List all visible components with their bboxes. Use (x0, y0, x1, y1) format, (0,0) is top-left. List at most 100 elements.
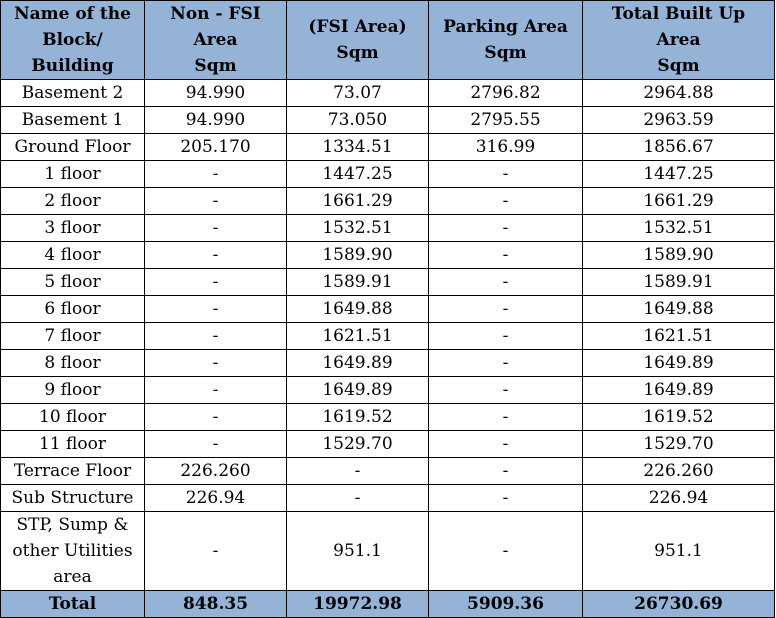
cell-parking: - (428, 430, 583, 458)
cell-non-fsi: - (144, 295, 287, 323)
cell-total: 1856.67 (582, 133, 775, 161)
cell-total: 1649.89 (582, 376, 775, 404)
table-row: 3 floor -1532.51-1532.51 (0, 214, 775, 242)
total-label: Total (0, 590, 145, 618)
cell-parking: - (428, 403, 583, 431)
cell-non-fsi: - (144, 511, 287, 591)
cell-fsi: 73.07 (286, 79, 429, 107)
cell-non-fsi: - (144, 214, 287, 242)
cell-block-name: Basement 2 (0, 79, 145, 107)
cell-non-fsi: 94.990 (144, 79, 287, 107)
total-fsi: 19972.98 (286, 590, 429, 618)
total-parking: 5909.36 (428, 590, 583, 618)
cell-fsi: 1619.52 (286, 403, 429, 431)
cell-block-name: Sub Structure (0, 484, 145, 512)
cell-block-name: 4 floor (0, 241, 145, 269)
cell-non-fsi: - (144, 430, 287, 458)
cell-non-fsi: - (144, 241, 287, 269)
header-line: Name of the (14, 4, 131, 24)
cell-block-name: 3 floor (0, 214, 145, 242)
cell-total: 1589.91 (582, 268, 775, 296)
cell-parking: - (428, 160, 583, 188)
cell-fsi: 1661.29 (286, 187, 429, 215)
cell-parking: - (428, 187, 583, 215)
table-header: Name of the Block/ Building Non - FSI Ar… (0, 0, 775, 80)
table-row: Basement 1 94.990 73.050 2795.55 2963.59 (0, 106, 775, 134)
cell-block-name: 5 floor (0, 268, 145, 296)
cell-parking: - (428, 349, 583, 377)
cell-non-fsi: - (144, 160, 287, 188)
total-built-up: 26730.69 (582, 590, 775, 618)
cell-total: 2964.88 (582, 79, 775, 107)
cell-total: 1649.88 (582, 295, 775, 323)
header-line: Building (31, 56, 114, 76)
header-fsi-area: (FSI Area) Sqm (286, 0, 429, 80)
cell-total: 1447.25 (582, 160, 775, 188)
cell-total: 1589.90 (582, 241, 775, 269)
header-parking-area: Parking Area Sqm (428, 0, 583, 80)
cell-total: 2963.59 (582, 106, 775, 134)
cell-non-fsi: - (144, 322, 287, 350)
table-row: 1 floor -1447.25-1447.25 (0, 160, 775, 188)
header-line: Parking Area (443, 17, 568, 37)
cell-parking: - (428, 322, 583, 350)
cell-fsi: 1529.70 (286, 430, 429, 458)
table-row: 6 floor -1649.88-1649.88 (0, 295, 775, 323)
table-row: 7 floor -1621.51-1621.51 (0, 322, 775, 350)
table-row: 10 floor -1619.52-1619.52 (0, 403, 775, 431)
cell-fsi: 1649.89 (286, 376, 429, 404)
cell-parking: - (428, 457, 583, 485)
cell-block-name: 8 floor (0, 349, 145, 377)
header-line: Area (656, 30, 701, 50)
header-non-fsi-area: Non - FSI Area Sqm (144, 0, 287, 80)
cell-block-name: 10 floor (0, 403, 145, 431)
header-block-name: Name of the Block/ Building (0, 0, 145, 80)
cell-parking: - (428, 241, 583, 269)
header-line: Sqm (194, 56, 237, 76)
cell-fsi: - (286, 484, 429, 512)
cell-total: 1649.89 (582, 349, 775, 377)
cell-fsi: 1649.89 (286, 349, 429, 377)
cell-block-name: 11 floor (0, 430, 145, 458)
cell-parking: 2796.82 (428, 79, 583, 107)
cell-total: 226.260 (582, 457, 775, 485)
cell-non-fsi: 205.170 (144, 133, 287, 161)
cell-block-name: Ground Floor (0, 133, 145, 161)
cell-non-fsi: - (144, 376, 287, 404)
cell-fsi: 1649.88 (286, 295, 429, 323)
header-line: Total Built Up (611, 4, 746, 24)
cell-fsi: 1447.25 (286, 160, 429, 188)
header-line: Block/ (42, 30, 103, 50)
cell-fsi: 1532.51 (286, 214, 429, 242)
cell-fsi: - (286, 457, 429, 485)
cell-parking: - (428, 268, 583, 296)
table-row: Terrace Floor 226.260- -226.260 (0, 457, 775, 485)
cell-non-fsi: 226.260 (144, 457, 287, 485)
cell-parking: - (428, 484, 583, 512)
header-line: Sqm (484, 43, 527, 63)
table-row: 4 floor -1589.90-1589.90 (0, 241, 775, 269)
cell-total: 1661.29 (582, 187, 775, 215)
table-row: Ground Floor 205.170 1334.51 316.99 1856.67 (0, 133, 775, 161)
cell-parking: - (428, 511, 583, 591)
total-row: Total 848.35 19972.98 5909.36 26730.69 (0, 590, 775, 618)
header-line: Non - FSI (170, 4, 261, 24)
table-footer: Total 848.35 19972.98 5909.36 26730.69 (0, 590, 775, 618)
header-line: Area (193, 30, 238, 50)
table-row: Sub Structure 226.94- -226.94 (0, 484, 775, 512)
cell-non-fsi: - (144, 268, 287, 296)
table-body: Basement 2 94.990 73.07 2796.82 2964.88 Basem… (0, 79, 775, 591)
cell-block-name: 6 floor (0, 295, 145, 323)
cell-total: 1619.52 (582, 403, 775, 431)
table-row: 8 floor -1649.89-1649.89 (0, 349, 775, 377)
cell-block-name: 2 floor (0, 187, 145, 215)
cell-non-fsi: - (144, 187, 287, 215)
cell-total: 1532.51 (582, 214, 775, 242)
cell-fsi: 1589.91 (286, 268, 429, 296)
header-row: Name of the Block/ Building Non - FSI Ar… (0, 0, 775, 80)
cell-fsi: 73.050 (286, 106, 429, 134)
table-row: 11 floor -1529.70-1529.70 (0, 430, 775, 458)
cell-line: area (53, 567, 92, 587)
cell-block-name: 7 floor (0, 322, 145, 350)
